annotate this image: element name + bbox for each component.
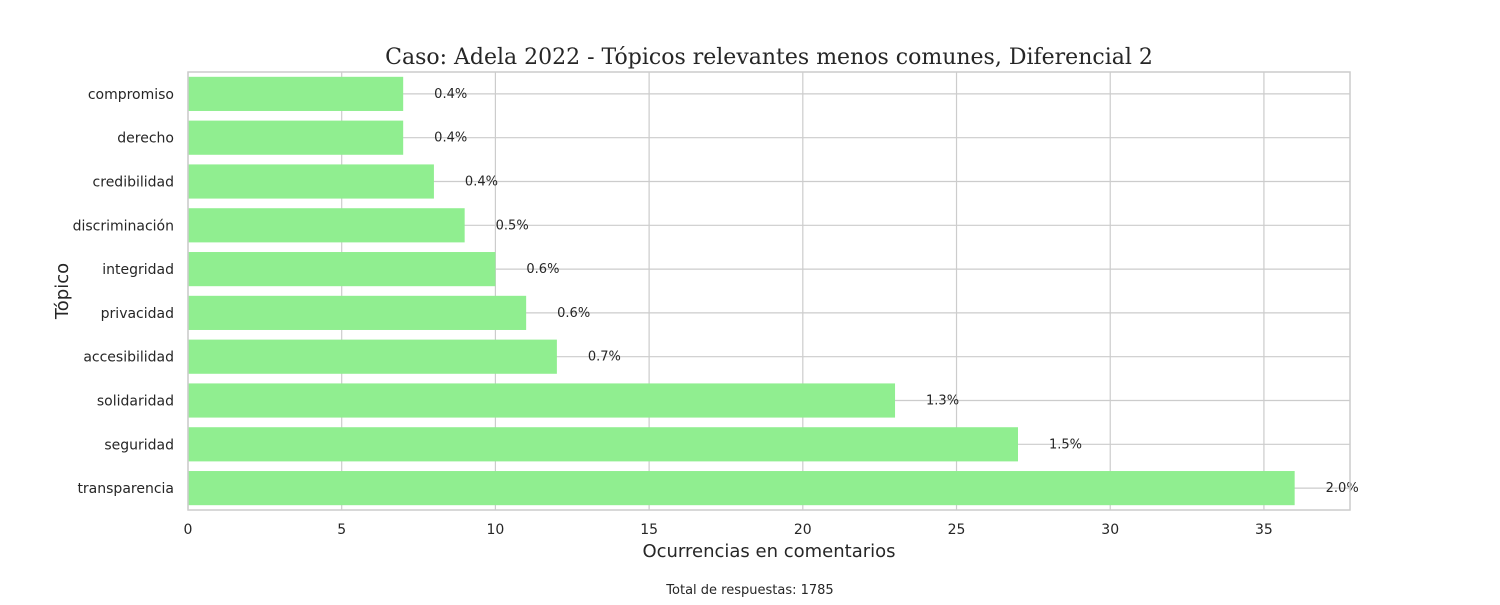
y-tick-labels: compromiso derecho credibilidad discriminac… <box>73 87 174 497</box>
bar <box>188 295 527 330</box>
y-tick-label: seguridad <box>104 437 174 453</box>
bar-value-label: 1.3% <box>926 394 959 409</box>
x-tick-label: 35 <box>1255 522 1273 538</box>
x-tick-label: 10 <box>486 522 504 538</box>
x-tick-label: 25 <box>948 522 966 538</box>
bar-value-label: 0.6% <box>557 306 590 321</box>
y-tick-label: discriminación <box>73 218 174 234</box>
bar <box>188 120 404 155</box>
x-tick-label: 30 <box>1101 522 1119 538</box>
bar-value-label: 0.4% <box>434 87 467 102</box>
bar <box>188 339 557 374</box>
x-tick-label: 20 <box>794 522 812 538</box>
data-labels: 0.4% 0.4% 0.4% 0.5% 0.6% 0.6% 0.7% 1.3% 1.5% 2.0% <box>434 87 1359 496</box>
bar-value-label: 0.4% <box>434 131 467 146</box>
bar <box>188 471 1295 506</box>
y-tick-label: solidaridad <box>97 394 174 410</box>
x-tick-label: 0 <box>184 522 193 538</box>
y-tick-label: integridad <box>102 262 174 278</box>
y-axis-label: Tópico <box>52 263 73 320</box>
bar <box>188 208 465 243</box>
bar-value-label: 2.0% <box>1326 481 1359 496</box>
y-tick-label: accesibilidad <box>83 350 174 366</box>
chart-title: Caso: Adela 2022 - Tópicos relevantes me… <box>385 45 1153 70</box>
bar-value-label: 0.4% <box>465 175 498 190</box>
plot-frame <box>187 71 1351 511</box>
bar <box>188 164 434 199</box>
x-tick-labels: 0 5 10 15 20 25 30 35 <box>184 522 1273 538</box>
x-axis-label: Ocurrencias en comentarios <box>642 541 895 562</box>
bar <box>188 427 1018 462</box>
y-tick-label: credibilidad <box>93 175 174 191</box>
y-tick-label: compromiso <box>88 87 174 103</box>
x-tick-label: 5 <box>337 522 346 538</box>
bar-value-label: 0.6% <box>526 262 559 277</box>
bars <box>188 76 1295 506</box>
y-tick-label: transparencia <box>77 481 174 497</box>
bar-value-label: 0.5% <box>496 218 529 233</box>
bar <box>188 76 404 111</box>
y-tick-label: privacidad <box>101 306 174 322</box>
bar-value-label: 1.5% <box>1049 437 1082 452</box>
bar <box>188 252 496 287</box>
bar <box>188 383 896 418</box>
x-tick-label: 15 <box>640 522 658 538</box>
footer-note: Total de respuestas: 1785 <box>665 583 833 598</box>
bar-value-label: 0.7% <box>588 350 621 365</box>
y-tick-label: derecho <box>117 131 174 147</box>
